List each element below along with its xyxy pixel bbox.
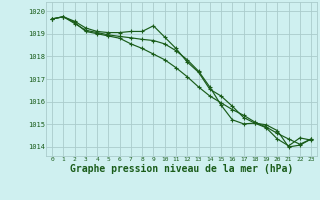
X-axis label: Graphe pression niveau de la mer (hPa): Graphe pression niveau de la mer (hPa) (70, 164, 293, 174)
